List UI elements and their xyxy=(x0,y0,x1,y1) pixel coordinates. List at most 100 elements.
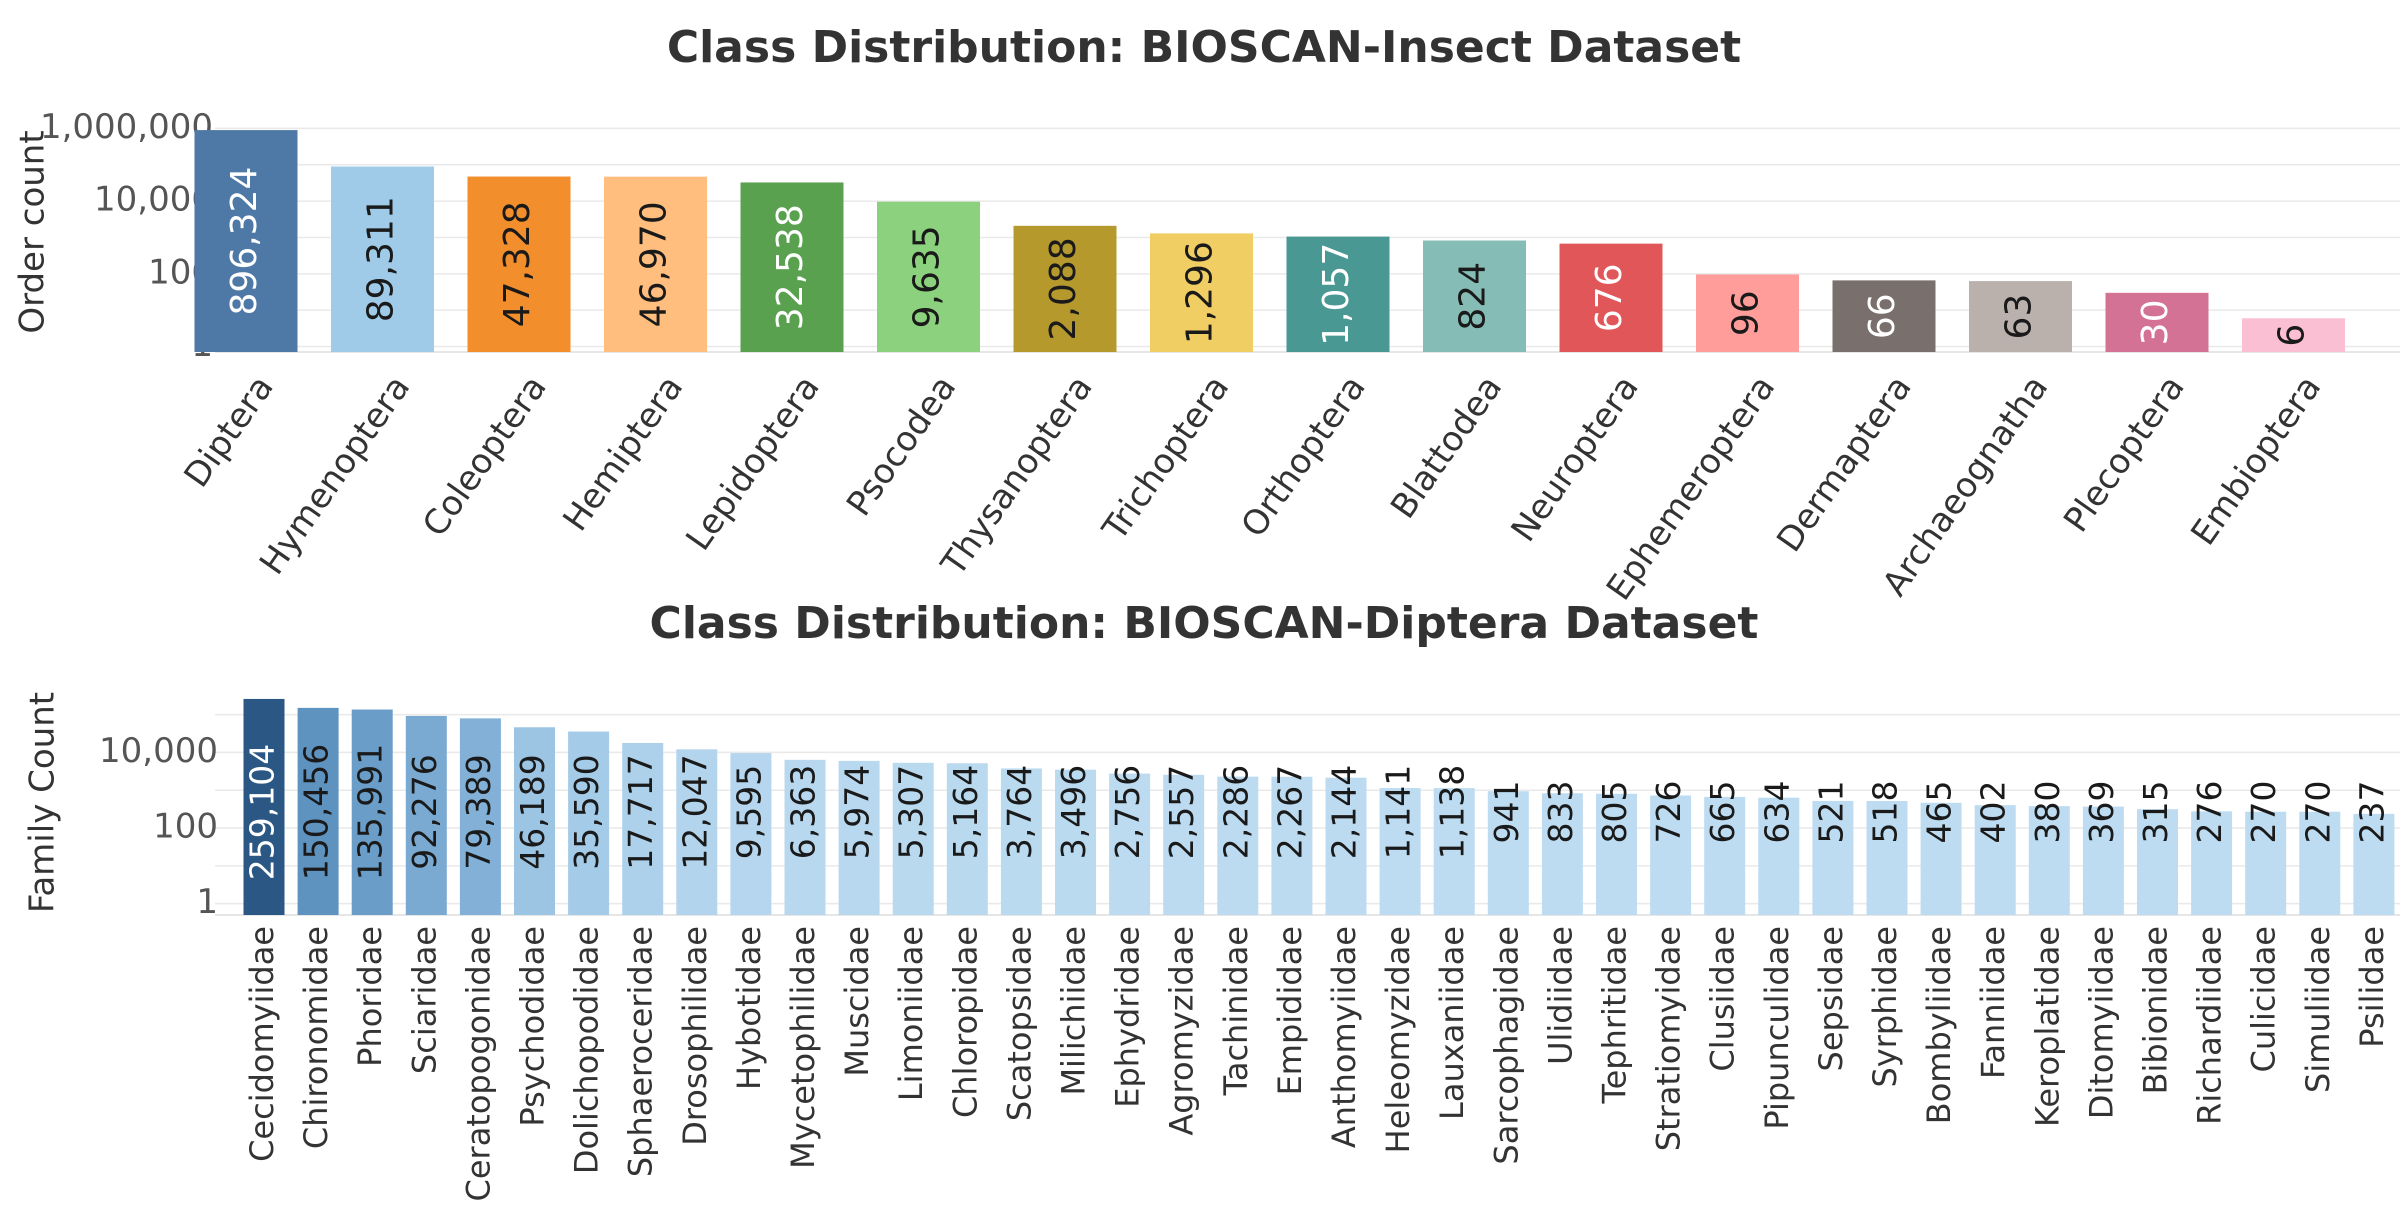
bar-phoridae[interactable] xyxy=(351,709,393,915)
bar-coleoptera[interactable] xyxy=(467,176,571,352)
value-label-tephritidae: 805 xyxy=(1595,781,1634,844)
bar-neuroptera[interactable] xyxy=(1559,243,1663,352)
bar-heleomyzidae[interactable] xyxy=(1379,788,1421,915)
bar-mycetophilidae[interactable] xyxy=(784,759,826,915)
bar-embioptera[interactable] xyxy=(2242,318,2345,352)
value-label-heleomyzidae: 1,141 xyxy=(1379,765,1418,859)
bar-tephritidae[interactable] xyxy=(1596,793,1637,915)
bar-anthomyiidae[interactable] xyxy=(1325,777,1367,915)
bar-hymenoptera[interactable] xyxy=(331,166,434,352)
bar-ditomyiidae[interactable] xyxy=(2082,806,2124,915)
bar-hybotidae[interactable] xyxy=(730,753,772,915)
y-tick-label: 100 xyxy=(153,807,218,847)
bar-lepidoptera[interactable] xyxy=(740,182,844,352)
value-label-agromyzidae: 2,557 xyxy=(1162,765,1201,859)
category-label-fanniidae: Fanniidae xyxy=(1974,926,2012,1079)
bar-syrphidae[interactable] xyxy=(1866,801,1908,915)
bar-sciaridae[interactable] xyxy=(405,715,447,915)
bar-ceratopogonidae[interactable] xyxy=(459,718,501,915)
value-label-embioptera: 6 xyxy=(2272,324,2313,347)
bar-blattodea[interactable] xyxy=(1423,240,1526,352)
category-label-dolichopodidae: Dolichopodidae xyxy=(568,926,606,1174)
value-label-ephydridae: 2,756 xyxy=(1108,765,1147,859)
bar-dermaptera[interactable] xyxy=(1832,280,1936,352)
bar-sphaeroceridae[interactable] xyxy=(622,743,664,915)
bar-lauxaniidae[interactable] xyxy=(1433,788,1475,915)
bar-culicidae[interactable] xyxy=(2245,811,2287,915)
category-label-hemiptera: Hemiptera xyxy=(555,368,691,538)
bar-ephemeroptera[interactable] xyxy=(1696,274,1799,352)
bar-chloropidae[interactable] xyxy=(946,763,988,915)
bar-stratiomyidae[interactable] xyxy=(1650,795,1692,915)
category-label-sciaridae: Sciaridae xyxy=(405,926,443,1074)
category-label-simuliidae: Simuliidae xyxy=(2299,926,2337,1093)
bar-psychodidae[interactable] xyxy=(514,727,555,915)
bar-archaeognatha[interactable] xyxy=(1969,281,2072,352)
category-label-bibionidae: Bibionidae xyxy=(2137,926,2175,1094)
bar-simuliidae[interactable] xyxy=(2299,811,2341,915)
bar-keroplatidae[interactable] xyxy=(2028,806,2070,915)
category-label-lauxaniidae: Lauxaniidae xyxy=(1433,926,1471,1120)
bar-psocodea[interactable] xyxy=(877,201,980,352)
bar-dolichopodidae[interactable] xyxy=(568,731,610,915)
bar-hemiptera[interactable] xyxy=(604,176,707,352)
category-label-keroplatidae: Keroplatidae xyxy=(2028,926,2066,1127)
bar-sepsidae[interactable] xyxy=(1812,800,1854,915)
value-label-dolichopodidae: 35,590 xyxy=(567,754,606,869)
value-label-syrphidae: 518 xyxy=(1866,781,1905,844)
bar-chironomidae[interactable] xyxy=(297,707,339,915)
category-label-tephritidae: Tephritidae xyxy=(1596,926,1634,1104)
category-label-phoridae: Phoridae xyxy=(351,926,389,1067)
bar-plecoptera[interactable] xyxy=(2105,292,2209,352)
value-label-lauxaniidae: 1,138 xyxy=(1433,765,1472,859)
bar-muscidae[interactable] xyxy=(838,760,880,915)
bar-psilidae[interactable] xyxy=(2353,813,2395,915)
category-label-anthomyiidae: Anthomyiidae xyxy=(1325,926,1363,1148)
value-label-phoridae: 135,991 xyxy=(351,744,390,880)
y-tick-label: 10,000 xyxy=(99,731,218,771)
bar-limoniidae[interactable] xyxy=(892,762,934,915)
bar-thysanoptera[interactable] xyxy=(1013,225,1117,352)
bar-bibionidae[interactable] xyxy=(2137,809,2178,915)
bar-pipunculidae[interactable] xyxy=(1758,797,1800,915)
bar-bombyliidae[interactable] xyxy=(1920,802,1962,915)
bar-orthoptera[interactable] xyxy=(1286,236,1390,352)
value-label-orthoptera: 1,057 xyxy=(1316,243,1357,346)
bar-trichoptera[interactable] xyxy=(1150,233,1253,352)
value-label-dermaptera: 66 xyxy=(1862,293,1903,339)
bar-ephydridae[interactable] xyxy=(1109,773,1151,915)
bar-fanniidae[interactable] xyxy=(1974,805,2016,915)
bar-scatopsidae[interactable] xyxy=(1000,768,1042,915)
value-label-ceratopogonidae: 79,389 xyxy=(459,754,498,869)
value-label-psychodidae: 46,189 xyxy=(513,754,552,869)
bar-cecidomyiidae[interactable] xyxy=(243,698,285,915)
bar-diptera[interactable] xyxy=(194,130,298,352)
value-label-richardiidae: 276 xyxy=(2190,781,2229,844)
category-label-thysanoptera: Thysanoptera xyxy=(933,368,1101,583)
category-label-ulidiidae: Ulidiidae xyxy=(1541,926,1579,1065)
value-label-psocodea: 9,635 xyxy=(907,225,948,328)
value-label-neuroptera: 676 xyxy=(1589,263,1630,332)
bar-richardiidae[interactable] xyxy=(2191,811,2233,915)
category-label-clusiidae: Clusiidae xyxy=(1704,926,1742,1072)
category-label-psilidae: Psilidae xyxy=(2353,926,2391,1048)
bar-milichiidae[interactable] xyxy=(1055,769,1096,915)
value-label-culicidae: 270 xyxy=(2244,781,2283,844)
bar-drosophilidae[interactable] xyxy=(676,749,718,915)
bar-empididae[interactable] xyxy=(1271,776,1313,915)
bar-tachinidae[interactable] xyxy=(1217,776,1259,915)
value-label-ephemeroptera: 96 xyxy=(1726,290,1767,336)
category-label-neuroptera: Neuroptera xyxy=(1503,368,1646,549)
bar-ulidiidae[interactable] xyxy=(1541,793,1583,915)
category-label-syrphidae: Syrphidae xyxy=(1866,926,1904,1088)
value-label-limoniidae: 5,307 xyxy=(892,765,931,859)
bar-sarcophagidae[interactable] xyxy=(1487,791,1529,915)
bar-agromyzidae[interactable] xyxy=(1163,774,1205,915)
category-label-hymenoptera: Hymenoptera xyxy=(252,368,418,582)
bar-clusiidae[interactable] xyxy=(1704,796,1746,915)
value-label-coleoptera: 47,328 xyxy=(497,201,538,327)
category-label-mycetophilidae: Mycetophilidae xyxy=(784,926,822,1169)
category-label-ceratopogonidae: Ceratopogonidae xyxy=(459,926,497,1201)
category-label-empididae: Empididae xyxy=(1271,926,1309,1095)
